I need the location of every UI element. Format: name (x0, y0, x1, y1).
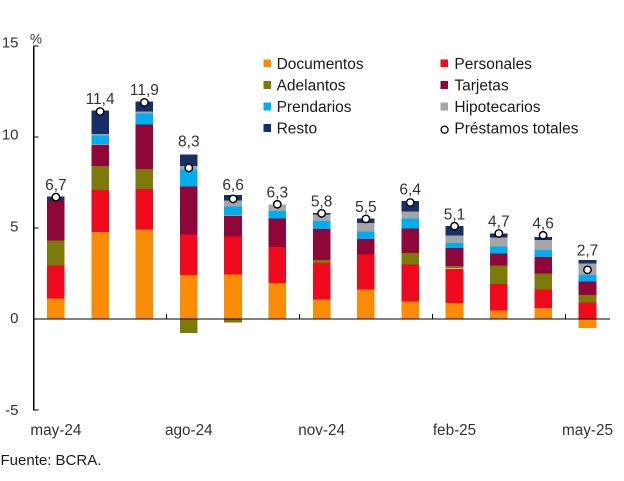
svg-text:may-25: may-25 (562, 422, 613, 439)
svg-text:5,8: 5,8 (311, 193, 333, 210)
svg-text:5,5: 5,5 (355, 199, 377, 216)
svg-text:%: % (30, 32, 42, 47)
svg-text:Fuente: BCRA.: Fuente: BCRA. (1, 452, 102, 469)
svg-text:6,4: 6,4 (399, 181, 421, 198)
svg-text:6,3: 6,3 (267, 185, 289, 202)
svg-text:5,1: 5,1 (444, 206, 466, 223)
svg-text:Prendarios: Prendarios (277, 99, 352, 116)
svg-text:Personales: Personales (454, 56, 532, 73)
svg-text:11,4: 11,4 (86, 91, 115, 108)
svg-text:Préstamos totales: Préstamos totales (454, 121, 578, 138)
svg-text:4,6: 4,6 (532, 216, 554, 233)
svg-text:Hipotecarios: Hipotecarios (454, 99, 540, 116)
svg-text:ago-24: ago-24 (165, 422, 213, 439)
svg-text:may-24: may-24 (30, 422, 81, 439)
svg-text:10: 10 (2, 127, 19, 144)
svg-text:6,7: 6,7 (45, 177, 67, 194)
svg-text:6,6: 6,6 (222, 177, 244, 194)
svg-text:5: 5 (10, 218, 18, 235)
svg-text:15: 15 (2, 35, 19, 52)
svg-text:-5: -5 (5, 402, 18, 419)
svg-text:11,9: 11,9 (130, 82, 159, 99)
svg-text:Tarjetas: Tarjetas (454, 78, 509, 95)
svg-text:Documentos: Documentos (277, 56, 364, 73)
svg-text:0: 0 (10, 310, 18, 327)
svg-text:8,3: 8,3 (178, 134, 200, 151)
svg-text:feb-25: feb-25 (433, 422, 476, 439)
svg-text:4,7: 4,7 (488, 214, 510, 231)
svg-text:Resto: Resto (277, 121, 318, 138)
svg-text:Adelantos: Adelantos (277, 78, 346, 95)
svg-text:2,7: 2,7 (577, 243, 599, 260)
svg-text:nov-24: nov-24 (298, 422, 345, 439)
